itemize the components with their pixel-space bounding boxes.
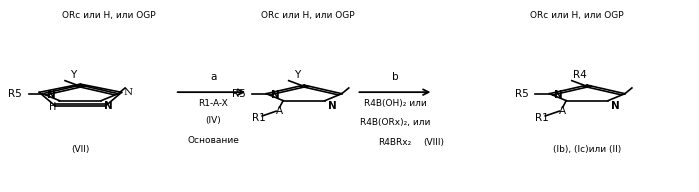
Text: (Ib), (Ic)или (II): (Ib), (Ic)или (II) xyxy=(553,145,621,154)
Text: N: N xyxy=(271,90,280,100)
Text: R4B(OH)₂ или: R4B(OH)₂ или xyxy=(363,99,426,108)
Text: R4BRx₂: R4BRx₂ xyxy=(378,138,412,146)
Text: H: H xyxy=(48,102,56,112)
Text: N: N xyxy=(611,101,620,111)
Text: R5: R5 xyxy=(8,89,22,99)
Text: R5: R5 xyxy=(231,89,245,99)
Text: N: N xyxy=(47,90,56,100)
Text: (VII): (VII) xyxy=(71,145,89,154)
Text: a: a xyxy=(210,72,217,82)
Text: R4B(ORx)₂, или: R4B(ORx)₂, или xyxy=(360,118,430,127)
Text: b: b xyxy=(391,72,398,82)
Text: R1-A-X: R1-A-X xyxy=(199,99,228,108)
Text: R1: R1 xyxy=(252,113,266,123)
Text: Y: Y xyxy=(71,70,76,80)
Text: ORc или H, или OGP: ORc или H, или OGP xyxy=(62,11,155,20)
Text: A: A xyxy=(559,106,566,116)
Text: N: N xyxy=(104,101,113,111)
Text: Y: Y xyxy=(294,70,300,80)
Text: A: A xyxy=(276,106,283,116)
Text: (VIII): (VIII) xyxy=(423,138,444,146)
Text: Основание: Основание xyxy=(187,136,239,145)
Text: ORc или H, или OGP: ORc или H, или OGP xyxy=(261,11,354,20)
Text: ORc или H, или OGP: ORc или H, или OGP xyxy=(530,11,624,20)
Text: N: N xyxy=(124,88,133,97)
Text: R5: R5 xyxy=(514,89,528,99)
Text: R1: R1 xyxy=(535,113,549,123)
Text: (IV): (IV) xyxy=(206,117,221,125)
Text: N: N xyxy=(328,101,337,111)
Text: N: N xyxy=(554,90,563,100)
Text: R4: R4 xyxy=(573,70,587,80)
